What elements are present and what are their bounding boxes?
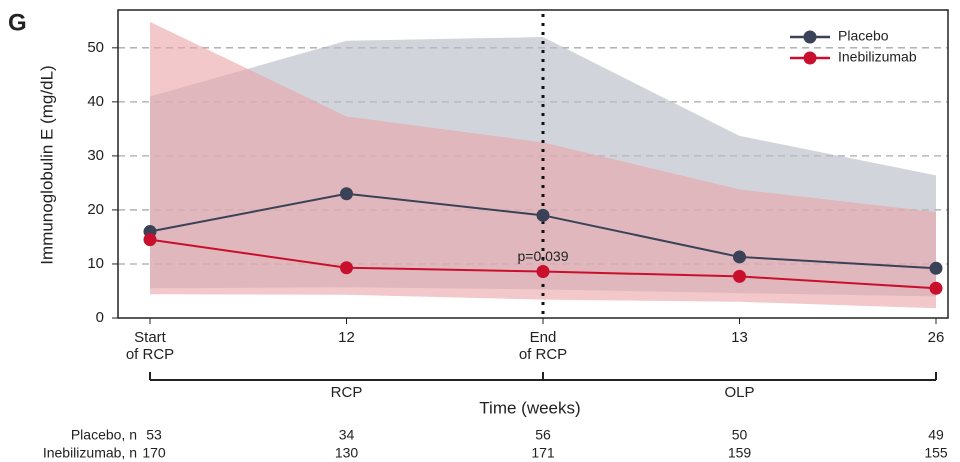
x-tick-label: Start of RCP	[125, 329, 175, 363]
x-axis-title: Time (weeks)	[479, 398, 580, 417]
x-tick-label: 12	[338, 329, 355, 346]
legend-marker	[803, 51, 817, 65]
data-point	[536, 208, 550, 222]
p-value: p=0.039	[518, 248, 569, 264]
data-point	[340, 261, 353, 275]
risk-row-label: Inebilizumab, n	[43, 445, 137, 461]
x-tick-label: 13	[731, 329, 748, 346]
panel-label: G	[8, 9, 27, 36]
risk-count: 56	[535, 427, 551, 443]
data-point	[536, 265, 550, 279]
risk-count: 50	[732, 427, 748, 443]
data-point	[143, 233, 157, 247]
y-tick-label: 0	[96, 309, 104, 326]
y-tick-label: 20	[87, 201, 104, 218]
risk-count: 130	[335, 445, 359, 461]
legend-marker	[803, 30, 817, 44]
x-tick-label: End of RCP	[518, 329, 568, 363]
confidence-band	[150, 21, 936, 309]
legend-label: Placebo	[838, 28, 889, 44]
data-point	[929, 281, 943, 295]
period-label: OLP	[724, 384, 754, 401]
period-label: RCP	[331, 384, 363, 401]
legend-label: Inebilizumab	[838, 49, 917, 65]
risk-count: 171	[531, 445, 555, 461]
risk-count: 170	[142, 445, 166, 461]
data-point	[929, 261, 943, 275]
y-tick-label: 30	[87, 147, 104, 164]
y-tick-label: 40	[87, 93, 104, 110]
plot-frame	[117, 9, 949, 319]
data-point	[340, 187, 353, 201]
risk-count: 53	[146, 427, 162, 443]
risk-count: 155	[924, 445, 948, 461]
risk-count: 49	[928, 427, 944, 443]
y-axis-title: Immunoglobulin E (mg/dL)	[37, 65, 56, 264]
risk-row-label: Placebo, n	[71, 427, 137, 443]
y-tick-label: 10	[87, 255, 104, 272]
data-point	[733, 250, 746, 264]
x-tick-label: 26	[927, 329, 945, 346]
risk-count: 159	[728, 445, 752, 461]
risk-count: 34	[339, 427, 355, 443]
y-tick-label: 50	[87, 39, 104, 56]
data-point	[733, 269, 746, 283]
